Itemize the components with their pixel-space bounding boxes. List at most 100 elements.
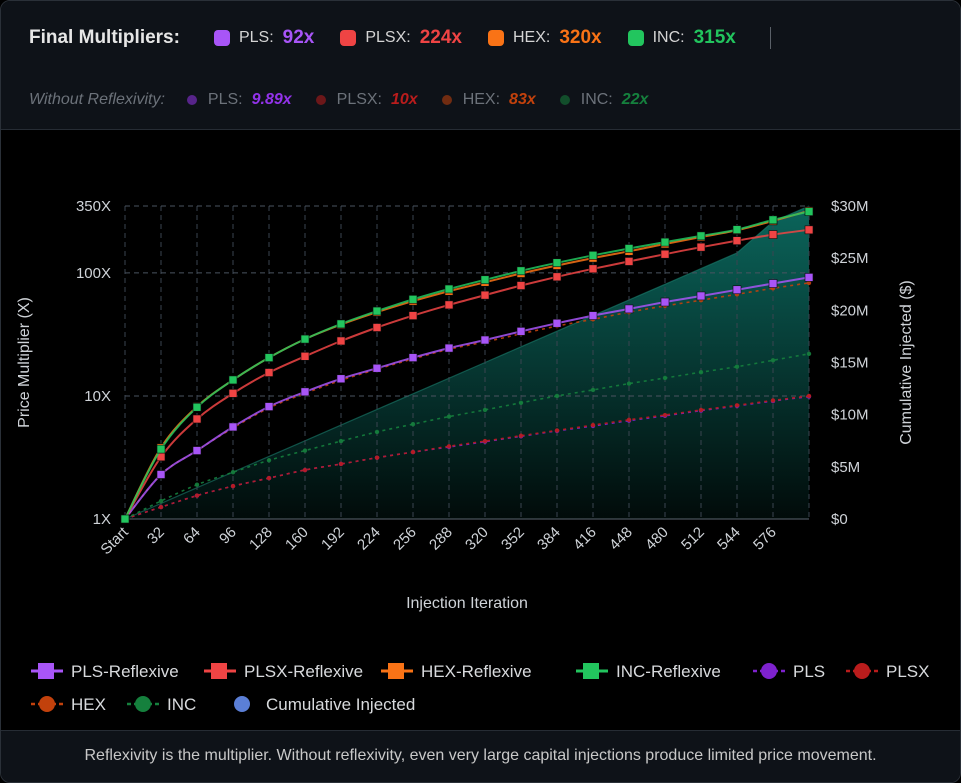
legend-label-hex-reflexive: HEX-Reflexive [421, 662, 532, 681]
x-tick-label: 512 [678, 524, 708, 554]
data-point-inc-reflexive [804, 207, 814, 216]
final-multipliers-title: Final Multipliers: [29, 27, 180, 48]
data-point-hex [806, 280, 812, 286]
data-point-inc-reflexive [300, 334, 310, 344]
x-tick-label: 32 [144, 524, 168, 548]
legend-swatch-plsx [854, 663, 870, 679]
data-point-pls-reflexive [408, 353, 418, 362]
legend-swatch-hex [39, 696, 55, 712]
data-point-inc [338, 438, 344, 444]
x-tick-label: Start [97, 523, 132, 558]
legend-swatch-pls [761, 663, 777, 679]
data-point-inc-reflexive [372, 306, 382, 316]
final-inc-label: INC: [652, 29, 685, 46]
data-point-inc [302, 448, 308, 453]
legend-item-pls-reflexive: PLS-Reflexive [31, 662, 179, 681]
data-point-pls-reflexive [624, 304, 634, 314]
data-point-inc [482, 407, 488, 413]
data-point-inc [410, 421, 416, 427]
x-tick-label: 384 [534, 524, 564, 554]
without-item-pls: PLS: 9.89x [186, 91, 292, 109]
data-point-pls-reflexive [552, 318, 562, 328]
x-axis-title: Injection Iteration [406, 595, 528, 612]
without-hex-label: HEX: [462, 91, 501, 108]
without-item-plsx: PLSX: 10x [315, 91, 418, 109]
data-point-plsx [590, 422, 596, 428]
x-tick-label: 160 [282, 524, 312, 554]
data-point-plsx [698, 407, 704, 413]
y2-tick-label: $20M [831, 302, 869, 319]
data-point-pls-reflexive [444, 343, 454, 353]
final-inc-value: 315x [693, 27, 736, 48]
series-inc-reflexive [120, 207, 814, 524]
legend-item-hex-reflexive: HEX-Reflexive [381, 662, 532, 681]
data-point-plsx [158, 504, 164, 510]
y2-tick-label: $5M [831, 459, 860, 476]
x-tick-label: 96 [216, 524, 240, 548]
inc-swatch [627, 30, 644, 46]
data-point-inc-reflexive [444, 284, 454, 294]
data-point-plsx [554, 428, 560, 433]
x-tick-label: 128 [246, 524, 276, 554]
legend-item-pls: PLS [753, 662, 825, 681]
x-tick-label: 480 [642, 524, 672, 554]
x-tick-label: 320 [462, 524, 492, 554]
legend-item-plsx: PLSX [846, 662, 929, 681]
legend-label-plsx: PLSX [886, 662, 929, 681]
data-point-plsx [374, 455, 380, 460]
data-point-plsx [338, 461, 344, 467]
without-pls-label: PLS: [207, 91, 243, 108]
without-hex-dot [441, 95, 452, 105]
data-point-plsx-reflexive [264, 368, 274, 377]
y2-axis-title: Cumulative Injected ($) [898, 280, 915, 445]
data-point-plsx [230, 483, 236, 489]
data-point-pls-reflexive [588, 311, 598, 320]
y-tick-label: 350X [76, 198, 111, 215]
data-point-inc-reflexive [480, 275, 490, 285]
final-item-hex: HEX: 320x [487, 27, 602, 49]
hex-swatch [487, 30, 504, 46]
data-point-pls-reflexive [480, 335, 490, 345]
data-point-plsx [518, 433, 524, 438]
legend-item-plsx-reflexive: PLSX-Reflexive [204, 662, 363, 681]
legend-swatch-cumulative-injected [234, 696, 250, 712]
x-tick-label: 64 [180, 524, 204, 548]
without-item-inc: INC: 22x [559, 91, 648, 109]
data-point-inc-reflexive [768, 215, 778, 225]
data-point-inc-reflexive [228, 375, 238, 385]
header-divider [769, 27, 771, 49]
legend-item-inc-reflexive: INC-Reflexive [576, 662, 721, 681]
data-point-inc [698, 370, 704, 375]
x-tick-label: 448 [606, 524, 636, 554]
cumulative-injected-area [125, 206, 809, 519]
data-point-plsx-reflexive [228, 389, 238, 398]
data-point-plsx [266, 475, 272, 481]
data-point-plsx-reflexive [480, 290, 490, 300]
data-point-inc-reflexive [336, 319, 346, 329]
data-point-plsx-reflexive [588, 264, 598, 274]
legend-swatch-plsx-reflexive [211, 663, 227, 679]
data-point-plsx-reflexive [624, 257, 634, 266]
data-point-inc-reflexive [192, 402, 202, 412]
multiplier-chart: 1X 10X 100X 350X $0 $5M $10M $15M $20M $25M $30M St… [16, 198, 929, 714]
without-inc-dot [559, 95, 570, 105]
data-point-plsx-reflexive [696, 242, 706, 252]
data-point-inc [518, 400, 524, 405]
data-point-plsx [806, 393, 812, 399]
x-tick-label: 288 [426, 524, 456, 554]
data-point-plsx-reflexive [336, 336, 346, 346]
final-item-pls: PLS: 92x [213, 27, 314, 49]
data-point-plsx [410, 449, 416, 455]
series-line-hex [124, 282, 810, 520]
series-line-inc [124, 353, 810, 520]
y2-tick-label: $0 [831, 511, 848, 528]
legend-item-hex: HEX [31, 695, 106, 714]
data-point-pls-reflexive [336, 374, 346, 384]
without-plsx-value: 10x [391, 91, 418, 108]
data-point-pls-reflexive [804, 273, 814, 282]
y-axis-title: Price Multiplier (X) [16, 297, 33, 428]
y-tick-label: 100X [76, 265, 111, 282]
data-point-pls-reflexive [156, 470, 166, 479]
y2-tick-label: $15M [831, 355, 869, 372]
